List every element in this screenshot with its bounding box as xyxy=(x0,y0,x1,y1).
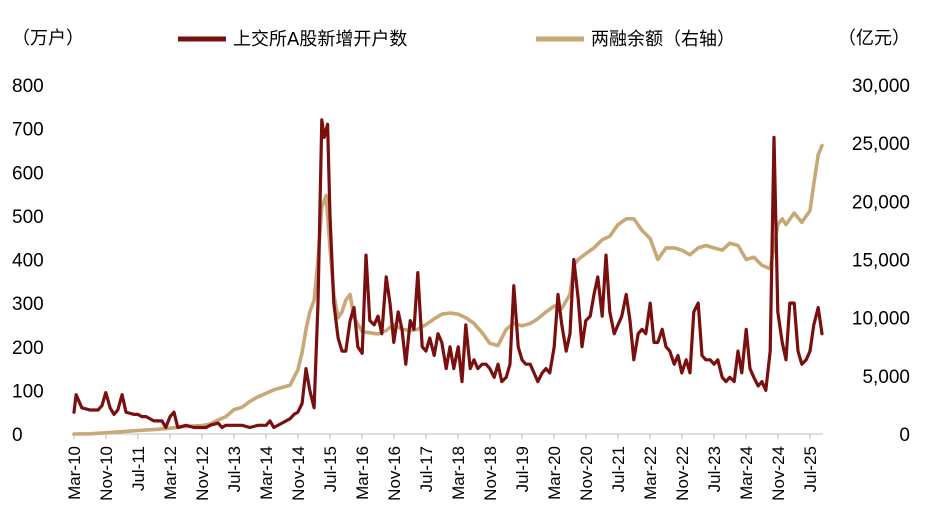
right-unit-label: （亿元） xyxy=(838,28,910,49)
left-unit-label: （万户） xyxy=(12,28,84,49)
x-tick-label: Mar-14 xyxy=(257,446,276,500)
legend-label-accounts: 上交所A股新增开户数 xyxy=(233,29,407,50)
x-tick-label: Mar-10 xyxy=(65,446,84,500)
x-tick-label: Jul-17 xyxy=(417,446,436,492)
x-tick-label: Nov-18 xyxy=(481,446,500,501)
x-tick-label: Mar-16 xyxy=(353,446,372,500)
x-tick-label: Mar-24 xyxy=(737,446,756,500)
x-tick-label: Jul-11 xyxy=(129,446,148,491)
x-tick-label: Nov-24 xyxy=(769,446,788,501)
x-tick-label: Mar-22 xyxy=(641,446,660,500)
right-tick-label: 10,000 xyxy=(852,309,910,330)
left-tick-label: 100 xyxy=(12,381,44,402)
left-tick-label: 600 xyxy=(12,163,44,184)
right-axis-ticks: 0 5,000 10,000 15,000 20,000 25,000 30,000 xyxy=(852,76,910,446)
x-tick-label: Mar-12 xyxy=(161,446,180,500)
right-tick-label: 20,000 xyxy=(852,192,910,213)
series-line-margin-balance xyxy=(72,143,824,436)
right-tick-label: 5,000 xyxy=(862,367,910,388)
left-tick-label: 300 xyxy=(12,294,44,315)
x-tick-label: Nov-12 xyxy=(193,446,212,501)
x-axis-ticks: Mar-10 Nov-10 Jul-11 Mar-12 Nov-12 Jul-13 Mar-… xyxy=(65,434,820,501)
x-tick-label: Nov-10 xyxy=(97,446,116,501)
left-tick-label: 500 xyxy=(12,207,44,228)
x-tick-label: Jul-15 xyxy=(321,446,340,492)
x-tick-label: Nov-16 xyxy=(385,446,404,501)
x-tick-label: Nov-20 xyxy=(577,446,596,501)
x-tick-label: Jul-13 xyxy=(225,446,244,492)
x-tick-label: Jul-21 xyxy=(609,446,628,492)
series-layer xyxy=(72,118,824,436)
x-tick-label: Jul-25 xyxy=(801,446,820,492)
x-tick-label: Nov-14 xyxy=(289,446,308,501)
x-tick-label: Mar-18 xyxy=(449,446,468,500)
legend: 上交所A股新增开户数 两融余额（右轴） xyxy=(178,29,735,50)
left-tick-label: 700 xyxy=(12,120,44,141)
left-tick-label: 0 xyxy=(12,425,23,446)
legend-label-margin: 两融余额（右轴） xyxy=(591,29,735,50)
x-tick-label: Mar-20 xyxy=(545,446,564,500)
left-tick-label: 200 xyxy=(12,338,44,359)
right-tick-label: 0 xyxy=(899,425,910,446)
left-axis-ticks: 0 100 200 300 400 500 600 700 800 xyxy=(12,76,44,446)
left-tick-label: 400 xyxy=(12,251,44,272)
x-tick-label: Jul-19 xyxy=(513,446,532,492)
right-tick-label: 15,000 xyxy=(852,251,910,272)
right-tick-label: 25,000 xyxy=(852,134,910,155)
right-tick-label: 30,000 xyxy=(852,76,910,97)
series-line-new-accounts xyxy=(72,118,824,430)
x-tick-label: Nov-22 xyxy=(673,446,692,501)
x-tick-label: Jul-23 xyxy=(705,446,724,492)
left-tick-label: 800 xyxy=(12,76,44,97)
